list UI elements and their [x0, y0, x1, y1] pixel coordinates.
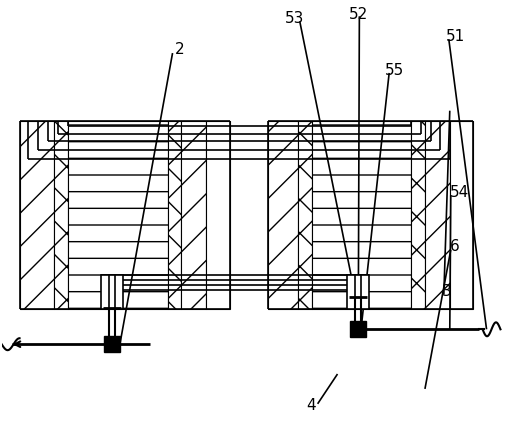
Bar	[20, 120, 54, 309]
Text: 2: 2	[174, 42, 184, 57]
Text: 53: 53	[285, 11, 304, 26]
Text: 4: 4	[307, 398, 316, 413]
Bar	[298, 120, 312, 309]
Bar	[347, 275, 370, 309]
Bar	[68, 120, 168, 309]
Text: 6: 6	[450, 239, 459, 254]
Bar	[450, 120, 473, 309]
Bar	[425, 120, 450, 309]
Bar	[168, 120, 182, 309]
Bar	[207, 120, 230, 309]
Bar	[104, 336, 120, 352]
Text: 51: 51	[446, 28, 465, 44]
Bar	[182, 120, 207, 309]
Text: 52: 52	[348, 7, 367, 22]
Bar	[101, 275, 123, 309]
Bar	[268, 120, 298, 309]
Bar	[411, 120, 425, 309]
Text: 55: 55	[385, 64, 404, 78]
Text: 54: 54	[450, 185, 469, 200]
Bar	[312, 120, 411, 309]
Text: 3: 3	[442, 284, 452, 299]
Bar	[350, 321, 366, 337]
Bar	[54, 120, 68, 309]
